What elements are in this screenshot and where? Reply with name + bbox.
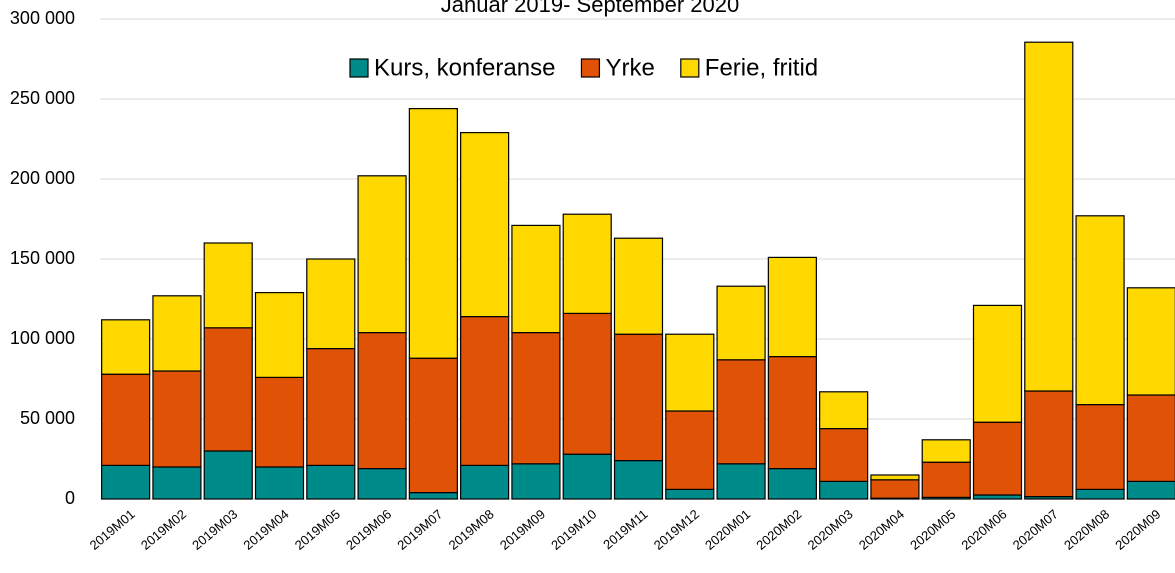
bar: [562, 213, 612, 314]
bar: [511, 463, 561, 500]
legend-swatch: [680, 58, 700, 78]
bar: [152, 295, 202, 372]
y-tick-label: 50 000: [20, 408, 75, 428]
bar: [767, 468, 817, 500]
bar: [203, 450, 253, 500]
bar: [101, 464, 151, 500]
bar: [1126, 287, 1175, 396]
bar: [716, 463, 766, 500]
bar: [613, 333, 664, 462]
bar: [306, 348, 356, 467]
x-tick-label: 2020M09: [1112, 506, 1163, 552]
bar: [152, 370, 202, 468]
bar: [1024, 41, 1074, 392]
bar: [819, 391, 869, 430]
bar: [254, 466, 305, 500]
bar: [408, 357, 458, 494]
x-tick-label: 2019M05: [292, 506, 343, 552]
bar: [767, 356, 817, 470]
bar: [101, 373, 151, 467]
bar: [1126, 480, 1175, 500]
bar: [101, 319, 151, 375]
bar: [819, 428, 869, 483]
legend-label: Yrke: [605, 54, 654, 81]
bar: [306, 464, 356, 500]
bar: [613, 237, 664, 335]
bar: [613, 460, 664, 500]
bar: [408, 107, 458, 359]
bar: [203, 242, 253, 329]
x-tick-label: 2019M11: [600, 506, 650, 552]
bar: [1024, 390, 1074, 498]
bar: [870, 479, 920, 499]
x-tick-label: 2019M06: [343, 506, 394, 552]
legend-swatch: [349, 58, 369, 78]
bar: [665, 488, 715, 500]
bar: [716, 359, 766, 465]
x-tick-label: 2020M02: [753, 506, 804, 552]
bar: [1075, 215, 1125, 406]
bar: [716, 285, 766, 361]
bar: [665, 410, 715, 491]
x-tick-label: 2020M05: [907, 506, 958, 552]
chart-title: Januar 2019- September 2020: [441, 0, 739, 17]
y-tick-label: 0: [65, 488, 75, 508]
x-tick-label: 2020M04: [856, 506, 907, 552]
x-tick-label: 2020M07: [1010, 506, 1061, 552]
y-tick-label: 300 000: [10, 8, 75, 28]
bar: [921, 439, 971, 463]
bar: [203, 327, 253, 452]
bar: [254, 376, 305, 468]
bar: [511, 224, 561, 334]
bar: [152, 466, 202, 500]
x-tick-label: 2019M07: [394, 506, 445, 552]
x-tick-label: 2020M06: [958, 506, 1009, 552]
x-tick-label: 2019M09: [497, 506, 548, 552]
bar: [972, 304, 1023, 423]
bar: [562, 453, 612, 500]
bar: [408, 492, 458, 500]
x-tick-label: 2019M01: [87, 506, 138, 552]
y-tick-label: 250 000: [10, 88, 75, 108]
bar: [1075, 488, 1125, 500]
bar: [460, 316, 510, 467]
x-tick-label: 2020M03: [805, 506, 856, 552]
bar: [460, 132, 510, 318]
y-tick-label: 100 000: [10, 328, 75, 348]
bar: [972, 421, 1023, 496]
bar: [665, 333, 715, 412]
x-tick-label: 2019M08: [446, 506, 497, 552]
bar: [819, 480, 869, 500]
bar: [562, 312, 612, 455]
x-tick-label: 2019M12: [651, 506, 702, 552]
x-tick-label: 2019M04: [240, 506, 291, 552]
bar: [870, 474, 920, 481]
bar: [1126, 394, 1175, 483]
bar: [357, 175, 407, 334]
bar: [1075, 404, 1125, 491]
bar: [460, 464, 510, 500]
legend-label: Ferie, fritid: [705, 54, 818, 81]
bar: [306, 258, 356, 350]
bar: [921, 461, 971, 499]
x-tick-label: 2019M10: [548, 506, 599, 552]
bar: [511, 332, 561, 465]
bar: [357, 332, 407, 470]
x-tick-label: 2020M08: [1061, 506, 1112, 552]
y-tick-label: 200 000: [10, 168, 75, 188]
bar: [357, 468, 407, 500]
y-tick-label: 150 000: [10, 248, 75, 268]
legend-swatch: [580, 58, 601, 78]
bar: [767, 256, 817, 358]
legend-label: Kurs, konferanse: [374, 54, 555, 81]
x-tick-label: 2020M01: [702, 506, 753, 552]
bar: [254, 292, 305, 379]
x-tick-label: 2019M02: [138, 506, 189, 552]
x-tick-label: 2019M03: [189, 506, 240, 552]
